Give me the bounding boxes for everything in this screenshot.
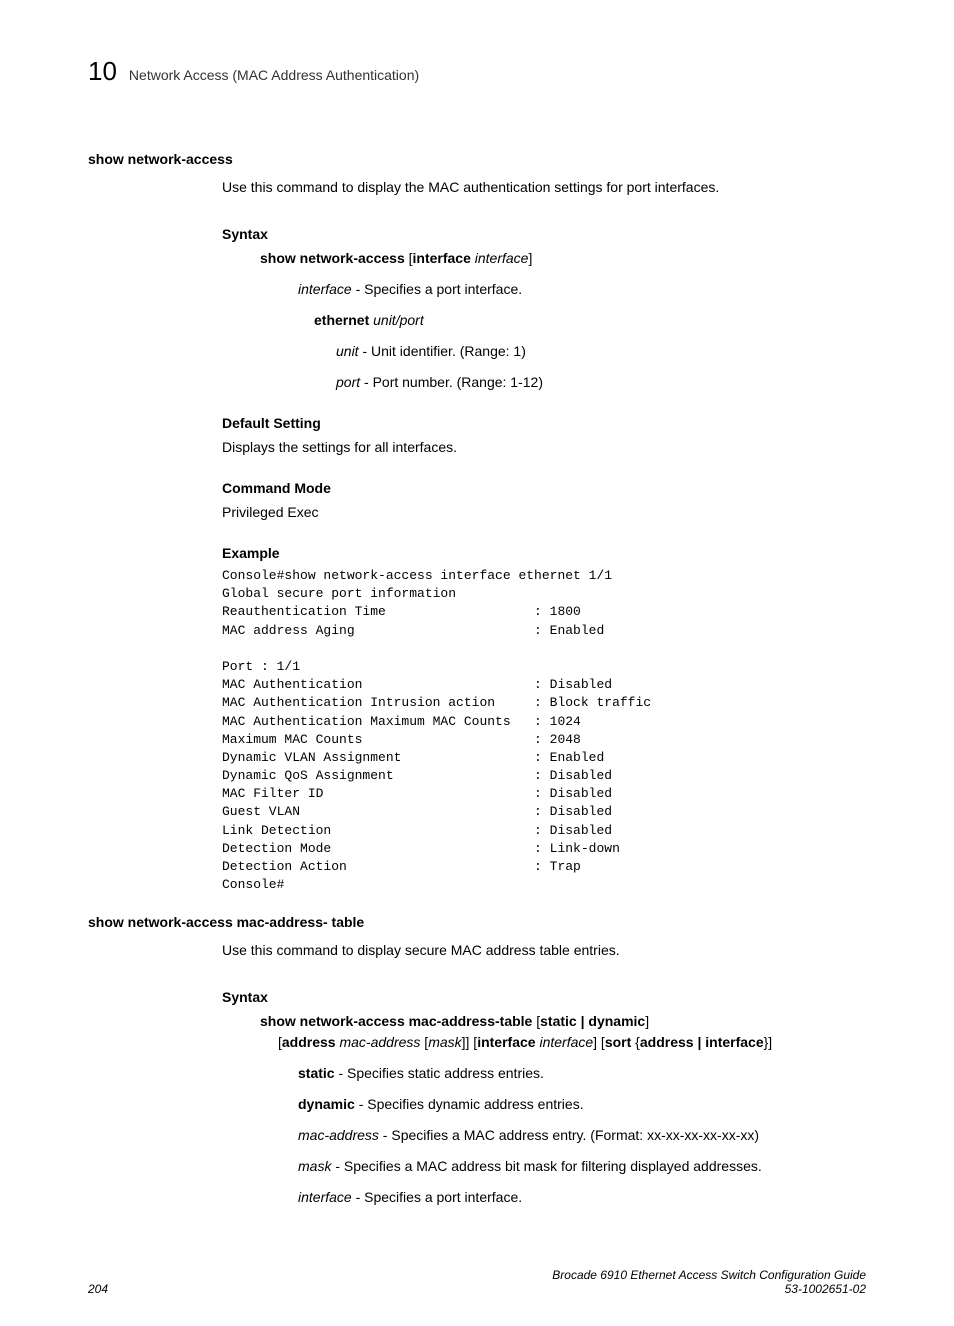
syntax-line: show network-access mac-address-table [s… [260,1011,866,1053]
default-text: Displays the settings for all interfaces… [222,437,866,458]
param-text: - Specifies a MAC address entry. (Format… [379,1127,759,1143]
syntax-param: mac-address [339,1034,420,1050]
syntax-command: show network-access [260,250,405,266]
doc-number: 53-1002651-02 [552,1282,866,1296]
syntax-keyword: sort [605,1034,631,1050]
param-description: port - Port number. (Range: 1-12) [336,372,866,393]
param-name: interface [298,1189,352,1205]
param-description: mask - Specifies a MAC address bit mask … [298,1156,866,1177]
syntax-param: interface [539,1034,593,1050]
param-name: port [336,374,360,390]
param-description: ethernet unit/port [314,310,866,331]
param-text: - Specifies a port interface. [352,1189,522,1205]
param-name: dynamic [298,1096,355,1112]
mode-heading: Command Mode [222,480,866,496]
param-name: static [298,1065,335,1081]
syntax-keyword: address [282,1034,336,1050]
param-text: - Port number. (Range: 1-12) [360,374,543,390]
command-name: show network-access mac-address- table [88,914,866,930]
command-name: show network-access [88,151,866,167]
param-description: unit - Unit identifier. (Range: 1) [336,341,866,362]
syntax-param: mask [428,1034,461,1050]
command-description: Use this command to display secure MAC a… [222,940,866,961]
mode-text: Privileged Exec [222,502,866,523]
example-heading: Example [222,545,866,561]
syntax-keyword: interface [413,250,471,266]
syntax-keyword: static | dynamic [540,1013,645,1029]
bracket: ] [ [593,1034,605,1050]
bracket: ]] [ [462,1034,478,1050]
command-description: Use this command to display the MAC auth… [222,177,866,198]
default-heading: Default Setting [222,415,866,431]
param-description: dynamic - Specifies dynamic address entr… [298,1094,866,1115]
bracket: }] [764,1034,773,1050]
page-number: 204 [88,1282,108,1296]
param-text: - Specifies a port interface. [352,281,522,297]
param-text: - Specifies static address entries. [335,1065,544,1081]
syntax-heading: Syntax [222,989,866,1005]
syntax-param: interface [475,250,529,266]
syntax-heading: Syntax [222,226,866,242]
footer-right: Brocade 6910 Ethernet Access Switch Conf… [552,1268,866,1296]
param-name: unit [336,343,359,359]
param-text: - Unit identifier. (Range: 1) [359,343,526,359]
syntax-param: unit/port [373,312,424,328]
param-description: mac-address - Specifies a MAC address en… [298,1125,866,1146]
syntax-keyword: interface [477,1034,535,1050]
param-name: mac-address [298,1127,379,1143]
syntax-keyword: ethernet [314,312,369,328]
syntax-command: show network-access mac-address-table [260,1013,532,1029]
page-header: 10 Network Access (MAC Address Authentic… [88,56,866,87]
bracket: ] [528,250,532,266]
chapter-title: Network Access (MAC Address Authenticati… [129,67,419,83]
param-name: interface [298,281,352,297]
guide-title: Brocade 6910 Ethernet Access Switch Conf… [552,1268,866,1282]
param-text: - Specifies dynamic address entries. [355,1096,584,1112]
param-description: interface - Specifies a port interface. [298,1187,866,1208]
page-footer: 204 Brocade 6910 Ethernet Access Switch … [88,1268,866,1296]
param-text: - Specifies a MAC address bit mask for f… [331,1158,761,1174]
syntax-line: show network-access [interface interface… [260,248,866,269]
chapter-number: 10 [88,56,117,87]
example-code: Console#show network-access interface et… [222,567,866,894]
param-name: mask [298,1158,331,1174]
param-description: static - Specifies static address entrie… [298,1063,866,1084]
bracket: ] [645,1013,649,1029]
param-description: interface - Specifies a port interface. [298,279,866,300]
syntax-keyword: address | interface [640,1034,764,1050]
